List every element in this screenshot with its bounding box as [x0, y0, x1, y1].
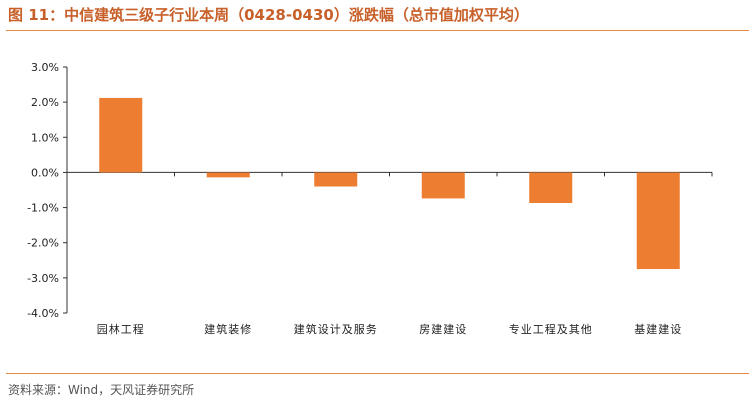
y-tick-label: -2.0% — [27, 237, 59, 250]
bar — [314, 172, 358, 187]
category-label: 专业工程及其他 — [509, 322, 593, 336]
bar — [99, 97, 143, 173]
chart-title: 图 11：中信建筑三级子行业本周（0428-0430）涨跌幅（总市值加权平均） — [8, 6, 529, 24]
category-label: 基建建设 — [634, 322, 682, 336]
bar-series — [99, 97, 680, 270]
bar — [421, 172, 465, 199]
y-tick-label: 3.0% — [31, 61, 59, 74]
category-label: 房建建设 — [419, 322, 467, 336]
y-tick-label: -4.0% — [27, 307, 59, 320]
bar — [636, 172, 680, 270]
y-tick-label: -3.0% — [27, 272, 59, 285]
y-tick-label: 1.0% — [31, 131, 59, 144]
category-label: 园林工程 — [97, 322, 145, 336]
bar — [529, 172, 573, 204]
bar-chart: 3.0% 2.0% 1.0% 0.0% -1.0% -2.0% -3.0% -4.0% 园林工… — [27, 61, 713, 336]
bar — [206, 172, 250, 178]
category-label: 建筑装修 — [204, 322, 252, 336]
y-tick-label: 2.0% — [31, 96, 59, 109]
footer-rule — [6, 373, 749, 374]
y-tick-label: -1.0% — [27, 202, 59, 215]
y-axis: 3.0% 2.0% 1.0% 0.0% -1.0% -2.0% -3.0% -4.0% — [27, 61, 713, 320]
y-tick-label: 0.0% — [31, 166, 59, 179]
category-label: 建筑设计及服务 — [294, 322, 378, 336]
x-axis-labels: 园林工程 建筑装修 建筑设计及服务 房建建设 专业工程及其他 基建建设 — [97, 322, 682, 336]
source-note: 资料来源：Wind，天风证券研究所 — [8, 383, 195, 397]
header-rule — [6, 30, 749, 31]
